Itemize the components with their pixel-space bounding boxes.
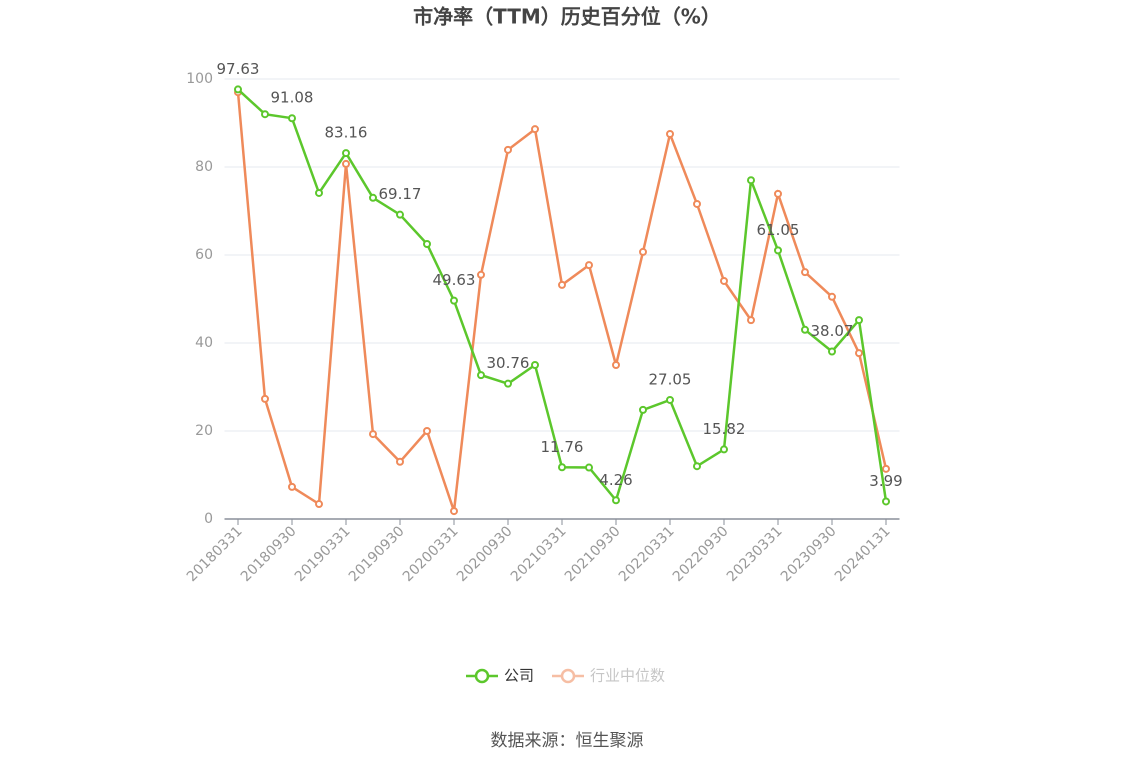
data-point bbox=[585, 463, 593, 472]
data-label: 11.76 bbox=[541, 438, 584, 456]
data-point bbox=[423, 427, 431, 435]
x-tick-label: 20200930 bbox=[454, 523, 516, 585]
legend-marker bbox=[560, 668, 576, 684]
x-tick-label: 20220331 bbox=[616, 523, 678, 585]
data-label: 27.05 bbox=[649, 370, 692, 388]
data-point bbox=[315, 500, 323, 509]
x-tick-label: 20230930 bbox=[778, 523, 840, 585]
data-point bbox=[612, 496, 620, 505]
x-tick-label: 20190331 bbox=[292, 523, 354, 585]
data-label: 97.63 bbox=[217, 60, 260, 78]
source: 数据来源：恒生聚源 bbox=[491, 731, 644, 751]
x-tick-label: 20240131 bbox=[832, 523, 894, 585]
data-point bbox=[315, 188, 323, 197]
x-tick-label: 20180930 bbox=[238, 523, 300, 585]
y-tick-label: 0 bbox=[204, 511, 213, 527]
y-tick-label: 80 bbox=[195, 159, 213, 175]
legend-item: 公司 bbox=[466, 667, 534, 685]
data-point bbox=[882, 497, 890, 506]
data-point bbox=[666, 395, 674, 404]
data-label: 83.16 bbox=[325, 124, 368, 142]
x-tick-label: 20220930 bbox=[670, 523, 732, 585]
data-point bbox=[531, 125, 539, 134]
legend-label: 行业中位数 bbox=[590, 667, 665, 685]
data-point bbox=[720, 445, 728, 454]
x-tick-label: 20210930 bbox=[562, 523, 624, 585]
data-point bbox=[558, 280, 566, 289]
x-tick-label: 20230331 bbox=[724, 523, 786, 585]
data-point bbox=[342, 159, 350, 168]
data-point bbox=[450, 296, 458, 305]
data-point bbox=[882, 464, 890, 473]
x-tick-label: 20190930 bbox=[346, 523, 408, 585]
data-point bbox=[396, 210, 404, 219]
data-point bbox=[747, 176, 755, 185]
data-label: 3.99 bbox=[869, 472, 902, 490]
data-point bbox=[477, 371, 485, 380]
data-point bbox=[477, 270, 485, 279]
data-point bbox=[504, 145, 512, 154]
x-tick-label: 20210331 bbox=[508, 523, 570, 585]
data-point bbox=[720, 276, 728, 285]
data-label: 69.17 bbox=[379, 185, 422, 203]
data-point bbox=[855, 349, 863, 358]
y-tick-label: 60 bbox=[195, 247, 213, 263]
data-point bbox=[639, 405, 647, 414]
data-point bbox=[423, 240, 431, 248]
data-point bbox=[261, 110, 269, 119]
data-point bbox=[639, 247, 647, 256]
data-point bbox=[747, 316, 755, 325]
data-point bbox=[531, 361, 539, 369]
y-tick-label: 20 bbox=[195, 423, 213, 439]
x-tick-label: 20180331 bbox=[184, 523, 246, 585]
data-point bbox=[504, 379, 512, 388]
data-point bbox=[801, 268, 809, 277]
data-point bbox=[261, 394, 269, 403]
data-point bbox=[585, 261, 593, 270]
data-point bbox=[369, 430, 377, 439]
data-label: 61.05 bbox=[757, 221, 800, 239]
data-label: 30.76 bbox=[487, 354, 530, 372]
data-point bbox=[828, 292, 836, 301]
legend-label: 公司 bbox=[504, 667, 534, 685]
data-point bbox=[396, 457, 404, 466]
data-label: 49.63 bbox=[433, 271, 476, 289]
data-label: 15.82 bbox=[703, 420, 746, 438]
data-point bbox=[855, 316, 863, 325]
data-point bbox=[288, 114, 296, 123]
data-point bbox=[558, 463, 566, 472]
data-label: 38.07 bbox=[811, 322, 854, 340]
data-point bbox=[828, 347, 836, 356]
data-point bbox=[288, 482, 296, 491]
legend-marker bbox=[474, 668, 490, 684]
data-point bbox=[693, 462, 701, 471]
data-point bbox=[774, 189, 782, 198]
data-point bbox=[450, 507, 458, 516]
x-tick-label: 20200331 bbox=[400, 523, 462, 585]
y-tick-label: 100 bbox=[186, 71, 213, 87]
legend-item: 行业中位数 bbox=[552, 667, 665, 685]
data-label: 4.26 bbox=[599, 471, 632, 489]
data-point bbox=[612, 361, 620, 369]
data-point bbox=[234, 85, 242, 94]
chart-title: 市净率（TTM）历史百分位（%） bbox=[413, 5, 721, 29]
data-point bbox=[774, 246, 782, 255]
y-tick-label: 40 bbox=[195, 335, 213, 351]
data-point bbox=[342, 149, 350, 158]
data-point bbox=[801, 325, 809, 334]
data-label: 91.08 bbox=[271, 89, 314, 107]
data-point bbox=[666, 130, 674, 138]
data-point bbox=[693, 199, 701, 208]
data-point bbox=[369, 193, 377, 202]
